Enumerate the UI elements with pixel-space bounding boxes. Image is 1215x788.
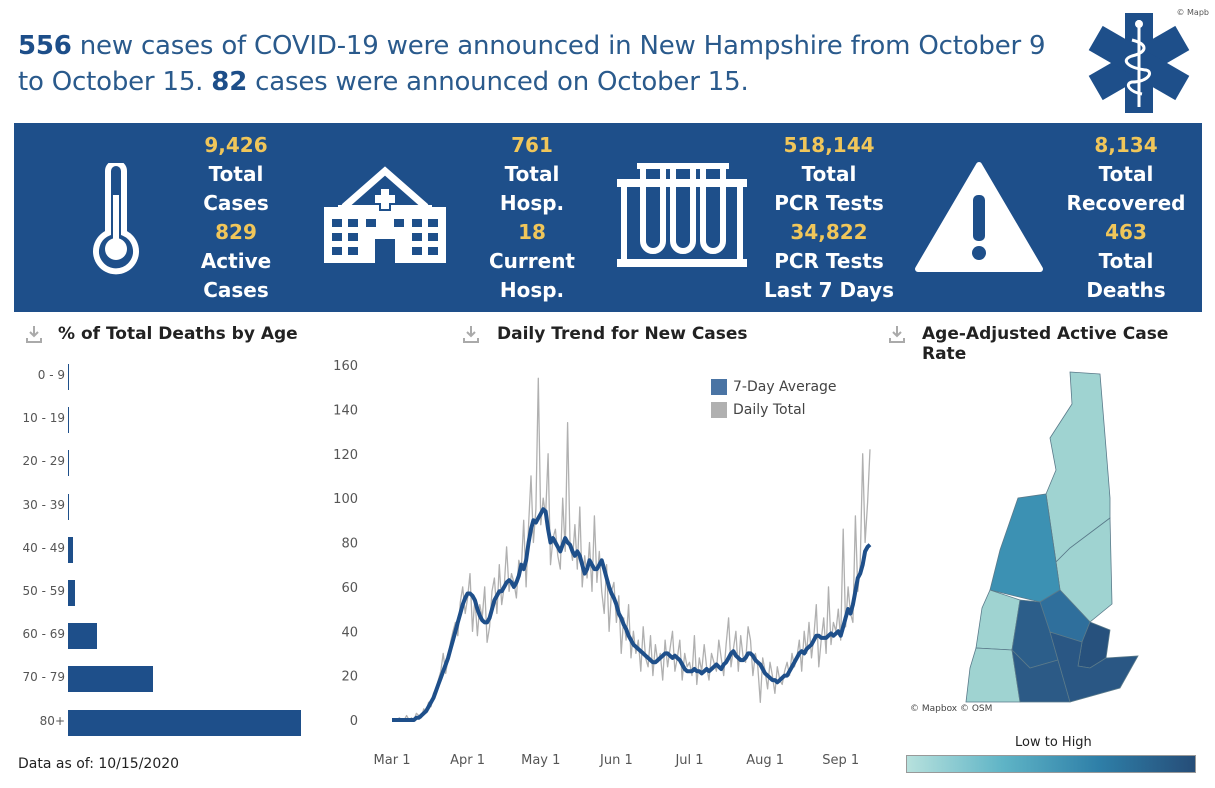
stat-recovered-deaths: 8,134 Total Recovered 463 Total Deaths (1066, 133, 1186, 302)
stat-hospitalizations: 761 Total Hosp. 18 Current Hosp. (488, 133, 575, 302)
warning-icon (915, 162, 1043, 272)
trend-legend: 7-Day Average Daily Total (711, 375, 837, 421)
seven-day-average-line[interactable] (392, 507, 872, 722)
age-bar[interactable] (68, 450, 69, 477)
age-bar-row[interactable]: 0 - 9 (0, 362, 320, 392)
download-icon[interactable] (462, 324, 480, 344)
daily-trend-title: Daily Trend for New Cases (497, 324, 748, 344)
age-bar-label: 30 - 39 (22, 497, 66, 512)
daily-trend-chart: 0 20 40 60 80 100 120 140 160 Mar 1 Apr 1 May 1 Jun … (333, 359, 872, 768)
age-bar-row[interactable]: 20 - 29 (0, 448, 320, 478)
mapbox-corner-credit[interactable]: © Mapb (1176, 8, 1209, 17)
age-bar[interactable] (68, 666, 154, 693)
stat-cases: 9,426 Total Cases 829 Active Cases (200, 133, 272, 302)
download-icon[interactable] (888, 324, 906, 344)
thermometer-icon (93, 163, 139, 275)
age-bar-row[interactable]: 10 - 19 (0, 405, 320, 435)
age-bar[interactable] (68, 536, 74, 563)
age-bar[interactable] (68, 493, 69, 520)
deaths-by-age-chart: 0 - 9 10 - 19 20 - 29 30 - 39 40 - 49 50 - 59… (0, 362, 320, 750)
age-bar-row[interactable]: 70 - 79 (0, 664, 320, 694)
download-icon[interactable] (25, 324, 43, 344)
active-rate-title: Age-Adjusted Active Case Rate (922, 324, 1169, 364)
data-as-of: Data as of: 10/15/2020 (18, 756, 180, 772)
age-bar[interactable] (68, 580, 75, 606)
y-tick-label: 0 (350, 714, 358, 729)
test-tubes-icon (617, 163, 747, 267)
y-tick-label: 20 (341, 670, 358, 685)
age-bar-label: 40 - 49 (22, 540, 66, 555)
legend-swatch-7day (711, 378, 727, 395)
headline: 556 new cases of COVID-19 were announced… (18, 28, 1078, 100)
legend-swatch-daily (711, 401, 727, 418)
y-tick-label: 100 (333, 492, 358, 507)
headline-text-2: cases were announced on October 15. (247, 67, 749, 97)
age-bar-row[interactable]: 50 - 59 (0, 578, 320, 608)
star-of-life-icon (1088, 13, 1190, 113)
today-cases-count: 82 (211, 67, 248, 97)
age-bar-label: 50 - 59 (22, 584, 66, 598)
y-tick-label: 160 (333, 359, 358, 374)
headline-text-1: new cases of COVID-19 were announced in … (18, 31, 1046, 97)
age-bar-label: 60 - 69 (22, 627, 66, 642)
x-tick-label: Mar 1 (374, 753, 411, 768)
x-tick-label: May 1 (521, 753, 560, 768)
x-tick-label: Jul 1 (674, 753, 703, 768)
y-tick-label: 120 (333, 448, 358, 463)
x-tick-label: Aug 1 (746, 753, 784, 768)
age-bar-row[interactable]: 40 - 49 (0, 535, 320, 565)
deaths-by-age-title: % of Total Deaths by Age (58, 324, 298, 344)
map-county-cheshire (965, 647, 1021, 703)
new-cases-count: 556 (18, 31, 72, 61)
map-county-rockingham (1049, 631, 1139, 703)
age-bar[interactable] (68, 407, 69, 434)
daily-total-line[interactable] (392, 377, 871, 721)
y-tick-label: 60 (341, 581, 358, 596)
map-credit[interactable]: © Mapbox © OSM (910, 704, 993, 714)
age-bar[interactable] (68, 623, 98, 650)
legend-label-7day: 7-Day Average (733, 378, 837, 395)
map-county-grafton (989, 493, 1061, 603)
y-tick-label: 80 (341, 537, 358, 552)
summary-banner: 9,426 Total Cases 829 Active Cases 761 Total H… (14, 123, 1202, 312)
x-tick-label: Jun 1 (599, 753, 633, 768)
age-bar-label: 20 - 29 (22, 454, 66, 469)
gradient-legend-title: Low to High (1015, 735, 1092, 750)
y-tick-label: 40 (341, 625, 358, 640)
x-tick-label: Sep 1 (822, 753, 859, 768)
age-bar-row[interactable]: 30 - 39 (0, 492, 320, 522)
age-bar-label: 10 - 19 (22, 411, 66, 426)
age-bar[interactable] (68, 364, 69, 390)
hospital-icon (324, 166, 446, 263)
age-bar-label: 0 - 9 (37, 368, 65, 382)
age-bar[interactable] (68, 709, 301, 736)
age-bar-label: 70 - 79 (22, 670, 66, 685)
legend-item-7day[interactable]: 7-Day Average (711, 375, 837, 398)
stat-pcr-tests: 518,144 Total PCR Tests 34,822 PCR Tests Las… (764, 133, 894, 302)
y-tick-label: 140 (333, 403, 358, 418)
age-bar-label: 80+ (39, 713, 65, 728)
legend-label-daily: Daily Total (733, 401, 806, 418)
nh-county-map[interactable] (960, 368, 1140, 708)
age-bar-row[interactable]: 60 - 69 (0, 621, 320, 651)
x-tick-label: Apr 1 (450, 753, 485, 768)
legend-item-daily[interactable]: Daily Total (711, 398, 837, 421)
age-bar-row[interactable]: 80+ (0, 708, 320, 738)
gradient-legend-bar (906, 755, 1196, 773)
